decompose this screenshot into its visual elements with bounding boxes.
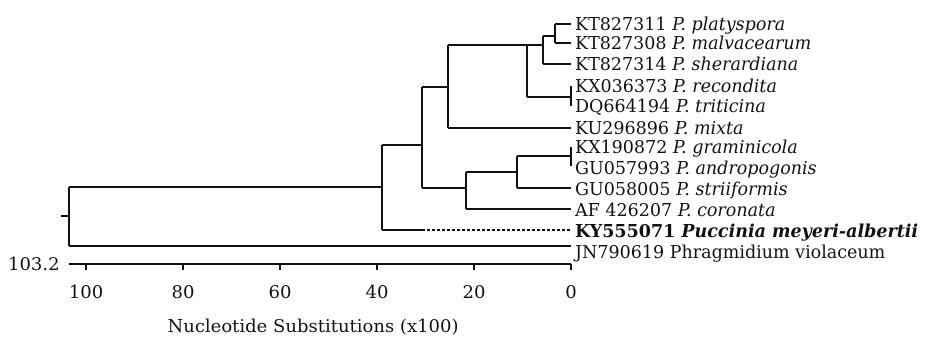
axis-title: Nucleotide Substitutions (x100) xyxy=(168,316,459,337)
axis-tick-label: 60 xyxy=(269,282,292,303)
taxon-label: KX036373 P. recondita xyxy=(575,77,777,97)
axis-tick-label: 20 xyxy=(463,282,486,303)
taxon-label: GU058005 P. striiformis xyxy=(575,180,788,200)
taxon-label: JN790619 Phragmidium violaceum xyxy=(573,243,886,263)
taxon-label: KT827308 P. malvacearum xyxy=(575,34,811,54)
taxon-label-highlighted: KY555071 Puccinia meyeri-albertii xyxy=(575,222,918,242)
taxon-label: AF 426207 P. coronata xyxy=(574,201,776,221)
taxon-label: DQ664194 P. triticina xyxy=(575,97,766,117)
taxon-label: KX190872 P. graminicola xyxy=(575,138,798,158)
axis-tick-label: 80 xyxy=(172,282,195,303)
taxon-label: GU057993 P. andropogonis xyxy=(575,159,817,179)
axis-tick-label: 0 xyxy=(565,282,576,303)
taxon-label: KT827314 P. sherardiana xyxy=(575,55,798,75)
taxon-label: KT827311 P. platyspora xyxy=(575,15,785,35)
taxon-label: KU296896 P. mixta xyxy=(575,119,743,139)
tree-branches xyxy=(61,23,572,247)
taxon-labels: KT827311 P. platyspora KT827308 P. malva… xyxy=(573,15,918,263)
axis-tick-label: 100 xyxy=(69,282,103,303)
axis-tick-label: 40 xyxy=(366,282,389,303)
root-value-label: 103.2 xyxy=(8,254,60,275)
scale-axis: 100 80 60 40 20 0 Nucleotide Substitutio… xyxy=(69,263,577,337)
